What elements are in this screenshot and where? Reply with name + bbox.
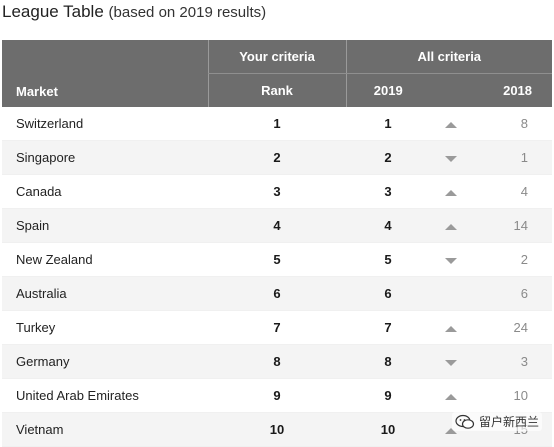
arrow-up-icon bbox=[445, 325, 457, 332]
table-row: Turkey 7 7 24 bbox=[2, 310, 553, 345]
market-cell: Vietnam bbox=[2, 412, 208, 447]
trend-cell bbox=[430, 310, 472, 345]
rank-cell: 3 bbox=[208, 174, 346, 209]
rank-cell: 1 bbox=[208, 107, 346, 141]
rank-cell: 8 bbox=[208, 344, 346, 379]
header-trend-spacer bbox=[430, 73, 472, 107]
rank-2018-cell: 10 bbox=[472, 378, 553, 413]
table-header: Market Your criteria All criteria Rank 2… bbox=[2, 40, 553, 107]
arrow-up-icon bbox=[445, 427, 457, 434]
rank-2019-cell: 10 bbox=[346, 412, 430, 447]
page-title: League Table (based on 2019 results) bbox=[2, 2, 266, 22]
league-table: Market Your criteria All criteria Rank 2… bbox=[2, 40, 553, 447]
rank-2019-cell: 6 bbox=[346, 276, 430, 311]
rank-cell: 4 bbox=[208, 208, 346, 243]
rank-2019-cell: 4 bbox=[346, 208, 430, 243]
rank-2018-cell: 1 bbox=[472, 140, 553, 175]
rank-2019-cell: 7 bbox=[346, 310, 430, 345]
market-cell: Switzerland bbox=[2, 107, 208, 141]
arrow-up-icon bbox=[445, 223, 457, 230]
market-cell: Singapore bbox=[2, 140, 208, 175]
market-cell: New Zealand bbox=[2, 242, 208, 277]
rank-2019-cell: 1 bbox=[346, 107, 430, 141]
rank-cell: 7 bbox=[208, 310, 346, 345]
market-cell: Spain bbox=[2, 208, 208, 243]
market-cell: Turkey bbox=[2, 310, 208, 345]
rank-2019-cell: 2 bbox=[346, 140, 430, 175]
table-row: New Zealand 5 5 2 bbox=[2, 242, 553, 277]
trend-cell bbox=[430, 242, 472, 277]
table-row: Spain 4 4 14 bbox=[2, 208, 553, 243]
trend-cell bbox=[430, 174, 472, 209]
arrow-up-icon bbox=[445, 189, 457, 196]
title-main: League Table bbox=[2, 2, 104, 21]
rank-2019-cell: 9 bbox=[346, 378, 430, 413]
rank-cell: 6 bbox=[208, 276, 346, 311]
arrow-down-icon bbox=[445, 155, 457, 162]
rank-2019-cell: 3 bbox=[346, 174, 430, 209]
rank-cell: 5 bbox=[208, 242, 346, 277]
header-all-criteria: All criteria bbox=[345, 40, 553, 74]
header-rank: Rank bbox=[207, 73, 346, 107]
rank-2018-cell: 14 bbox=[472, 208, 553, 243]
trend-cell bbox=[430, 378, 472, 413]
table-row: Singapore 2 2 1 bbox=[2, 140, 553, 175]
watermark-text: 留户新西兰 bbox=[478, 415, 539, 429]
arrow-up-icon bbox=[445, 393, 457, 400]
header-market: Market bbox=[2, 40, 208, 107]
table-row: United Arab Emirates 9 9 10 bbox=[2, 378, 553, 413]
header-your-criteria: Your criteria bbox=[207, 40, 346, 74]
rank-2018-cell: 3 bbox=[472, 344, 553, 379]
trend-cell bbox=[430, 276, 472, 311]
rank-cell: 10 bbox=[208, 412, 346, 447]
header-2019: 2019 bbox=[345, 73, 430, 107]
market-cell: Germany bbox=[2, 344, 208, 379]
rank-cell: 9 bbox=[208, 378, 346, 413]
table-row: Canada 3 3 4 bbox=[2, 174, 553, 209]
arrow-down-icon bbox=[445, 257, 457, 264]
wechat-icon bbox=[455, 414, 475, 429]
rank-2018-cell: 4 bbox=[472, 174, 553, 209]
title-subtitle: (based on 2019 results) bbox=[108, 4, 267, 21]
table-row: Australia 6 6 6 bbox=[2, 276, 553, 311]
header-2018: 2018 bbox=[472, 73, 553, 107]
table-row: Switzerland 1 1 8 bbox=[2, 107, 553, 141]
market-cell: Australia bbox=[2, 276, 208, 311]
rank-2018-cell: 24 bbox=[472, 310, 553, 345]
table-body: Switzerland 1 1 8 Singapore 2 2 1 Canada 3 3 4 Spain… bbox=[2, 107, 553, 447]
trend-cell bbox=[430, 344, 472, 379]
rank-2019-cell: 8 bbox=[346, 344, 430, 379]
trend-cell bbox=[430, 140, 472, 175]
trend-cell bbox=[430, 107, 472, 141]
rank-2018-cell: 2 bbox=[472, 242, 553, 277]
arrow-down-icon bbox=[445, 359, 457, 366]
watermark: 留户新西兰 bbox=[451, 412, 542, 431]
market-cell: Canada bbox=[2, 174, 208, 209]
trend-cell bbox=[430, 208, 472, 243]
rank-cell: 2 bbox=[208, 140, 346, 175]
rank-2019-cell: 5 bbox=[346, 242, 430, 277]
rank-2018-cell: 8 bbox=[472, 107, 553, 141]
arrow-up-icon bbox=[445, 121, 457, 128]
market-cell: United Arab Emirates bbox=[2, 378, 208, 413]
table-row: Germany 8 8 3 bbox=[2, 344, 553, 379]
rank-2018-cell: 6 bbox=[472, 276, 553, 311]
